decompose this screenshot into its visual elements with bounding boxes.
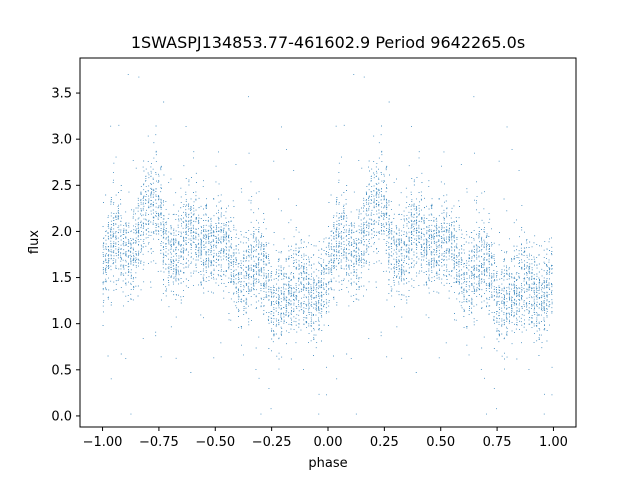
x-tick-label: −0.75 [139,435,179,450]
flux-points [102,74,553,415]
x-tick-label: 0.50 [426,435,455,450]
x-tick-label: −0.25 [252,435,292,450]
x-tick-label: 0.25 [370,435,399,450]
chart-title: 1SWASPJ134853.77-461602.9 Period 9642265… [131,33,525,52]
y-tick-label: 1.5 [51,271,72,286]
y-tick-label: 1.0 [51,317,72,332]
y-tick-label: 3.5 [51,87,72,102]
y-tick-label: 0.5 [51,363,72,378]
x-axis-label: phase [308,456,347,471]
y-axis-label: flux [27,230,42,254]
x-tick-label: 1.00 [539,435,568,450]
y-tick-label: 3.0 [51,133,72,148]
x-tick-label: −0.50 [195,435,235,450]
x-tick-label: 0.00 [314,435,343,450]
x-tick-label: 0.75 [483,435,512,450]
y-tick-label: 2.0 [51,225,72,240]
y-tick-label: 0.0 [51,409,72,424]
scatter-points [102,74,553,415]
x-tick-label: −1.00 [83,435,123,450]
x-axis: −1.00 −0.75 −0.50 −0.25 0.00 0.25 0.50 0.75 1.00 [83,427,568,450]
y-axis: 0.0 0.5 1.0 1.5 2.0 2.5 3.0 3.5 [51,87,80,424]
y-tick-label: 2.5 [51,179,72,194]
